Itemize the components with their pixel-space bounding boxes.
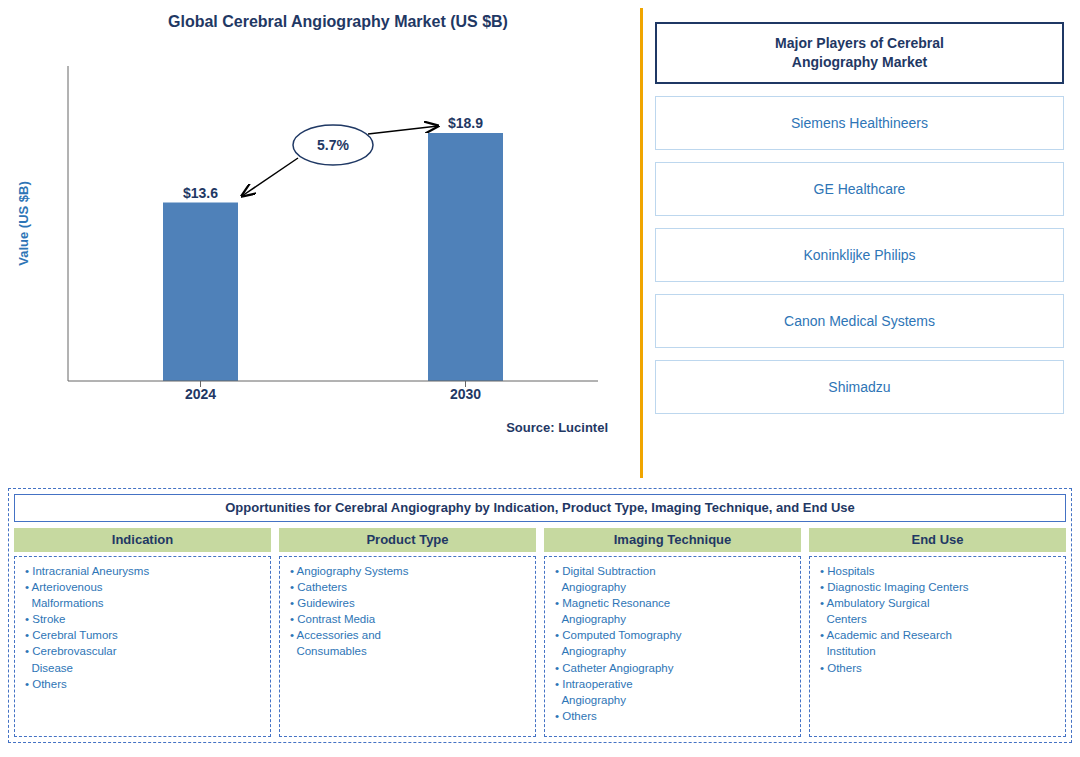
html-text:• Arteriovenous Malformations: • Arteriovenous Malformations	[25, 581, 104, 610]
html-text:• Magnetic Resonance Angiograp: • Magnetic Resonance Angiography	[555, 597, 671, 626]
html-text:• Others: • Others	[25, 677, 67, 690]
html-text:• Guidewires: • Guidewires	[290, 597, 355, 610]
html-text:Opportunities for Cerebral Ang: Opportunities for Cerebral Angiography b…	[225, 500, 855, 515]
svg-text:$18.9: $18.9	[448, 115, 483, 131]
svg-text:5.7%: 5.7%	[317, 137, 349, 153]
html-text:• Others: • Others	[555, 709, 597, 722]
html-text:• Computed Tomography Angiogra: • Computed Tomography Angiography	[555, 629, 682, 658]
html-text:Canon Medical Systems: Canon Medical Systems	[784, 312, 935, 329]
html-text:End Use: End Use	[911, 532, 964, 547]
html-text:• Diagnostic Imaging Centers: • Diagnostic Imaging Centers	[820, 581, 969, 594]
html-text:Koninklijke Philips: Koninklijke Philips	[803, 246, 916, 263]
html-text:• Others: • Others	[820, 661, 862, 674]
html-text:Product Type: Product Type	[366, 532, 449, 547]
html-text:• Academic and Research Instit: • Academic and Research Institution	[820, 629, 952, 658]
svg-text:2030: 2030	[450, 386, 481, 402]
html-text:• Catheter Angiography: • Catheter Angiography	[555, 661, 674, 674]
html-text:• Ambulatory Surgical Centers: • Ambulatory Surgical Centers	[820, 597, 930, 626]
html-text:• Intracranial Aneurysms: • Intracranial Aneurysms	[25, 565, 150, 577]
html-text:• Intraoperative Angiography: • Intraoperative Angiography	[555, 677, 633, 706]
html-text:Global Cerebral Angiography Ma: Global Cerebral Angiography Market (US $…	[168, 13, 508, 30]
html-text:Shimadzu: Shimadzu	[828, 378, 891, 395]
html-text:• Accessories and Consumables: • Accessories and Consumables	[290, 629, 381, 658]
html-text:Imaging Technique: Imaging Technique	[613, 532, 732, 547]
svg-text:$13.6: $13.6	[183, 185, 218, 201]
html-text:• Contrast Media: • Contrast Media	[290, 613, 376, 626]
html-text:• Hospitals: • Hospitals	[820, 565, 875, 577]
html-text:Major Players of Cerebral Angi: Major Players of Cerebral Angiography Ma…	[775, 35, 944, 70]
html-text:GE Healthcare: GE Healthcare	[813, 180, 906, 197]
html-text:• Cerebral Tumors: • Cerebral Tumors	[25, 629, 118, 642]
html-text:Siemens Healthineers: Siemens Healthineers	[791, 114, 928, 131]
html-text:• Catheters: • Catheters	[290, 581, 348, 594]
html-text:• Angiography Systems: • Angiography Systems	[290, 565, 409, 577]
svg-text:Value (US $B): Value (US $B)	[16, 181, 31, 266]
svg-text:2024: 2024	[185, 386, 216, 402]
html-text:• Stroke: • Stroke	[25, 613, 66, 626]
html-text:• Cerebrovascular Disease: • Cerebrovascular Disease	[25, 645, 117, 674]
html-text:Source: Lucintel: Source: Lucintel	[506, 420, 608, 435]
html-text:• Digital Subtraction Angiogra: • Digital Subtraction Angiography	[555, 565, 656, 594]
html-text:Indication: Indication	[111, 532, 174, 547]
